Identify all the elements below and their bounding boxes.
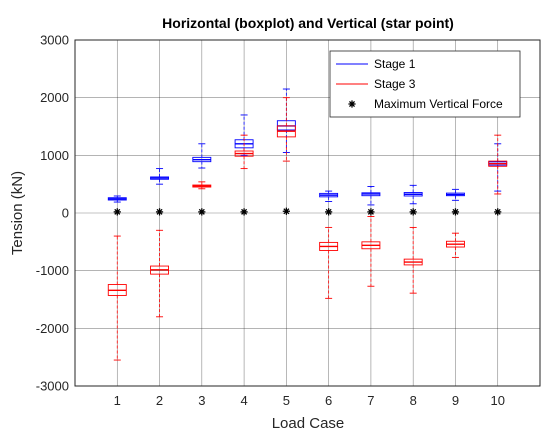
star-point [198,208,206,216]
legend-label: Maximum Vertical Force [374,97,503,111]
star-point [367,208,375,216]
star-point [325,208,333,216]
star-point [494,208,502,216]
star-point [409,208,417,216]
x-tick-label: 4 [240,393,247,408]
y-tick-label: 2000 [40,90,69,105]
star-point [113,208,121,216]
y-axis-title: Tension (kN) [9,171,26,255]
y-tick-label: -1000 [36,263,69,278]
x-tick-label: 6 [325,393,332,408]
x-tick-label: 10 [490,393,504,408]
series-2-boxes [107,97,508,361]
x-tick-label: 3 [198,393,205,408]
x-axis-title: Load Case [272,415,345,432]
y-tick-label: 1000 [40,148,69,163]
star-point [282,207,290,215]
chart-title: Horizontal (boxplot) and Vertical (star … [162,15,454,31]
series-3-markers [113,207,502,216]
legend-star-swatch [348,100,356,108]
y-tick-label: -2000 [36,321,69,336]
legend-label: Stage 3 [374,77,416,91]
x-tick-label: 1 [114,393,121,408]
x-tick-label: 7 [367,393,374,408]
x-tick-label: 8 [410,393,417,408]
x-tick-label: 9 [452,393,459,408]
star-point [451,208,460,216]
y-tick-label: 0 [62,206,69,221]
legend-label: Stage 1 [374,57,416,71]
legend: Stage 1 Stage 3 Maximum Vertical Force [329,50,521,118]
star-point [240,208,248,216]
x-tick-label: 5 [283,393,290,408]
x-tick-label: 2 [156,393,163,408]
star-point [155,208,164,216]
y-tick-label: -3000 [36,379,69,394]
axes-frame [74,39,541,387]
y-tick-label: 3000 [40,33,69,48]
